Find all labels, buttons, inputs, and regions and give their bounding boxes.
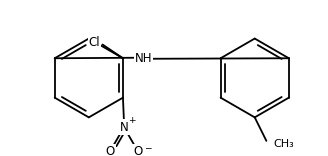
Text: NH: NH	[135, 52, 153, 65]
Text: −: −	[144, 143, 151, 152]
Text: O: O	[133, 145, 143, 156]
Text: N: N	[120, 121, 128, 134]
Text: Cl: Cl	[89, 36, 100, 49]
Text: O: O	[105, 145, 114, 156]
Text: +: +	[129, 117, 136, 125]
Text: CH₃: CH₃	[274, 139, 295, 149]
